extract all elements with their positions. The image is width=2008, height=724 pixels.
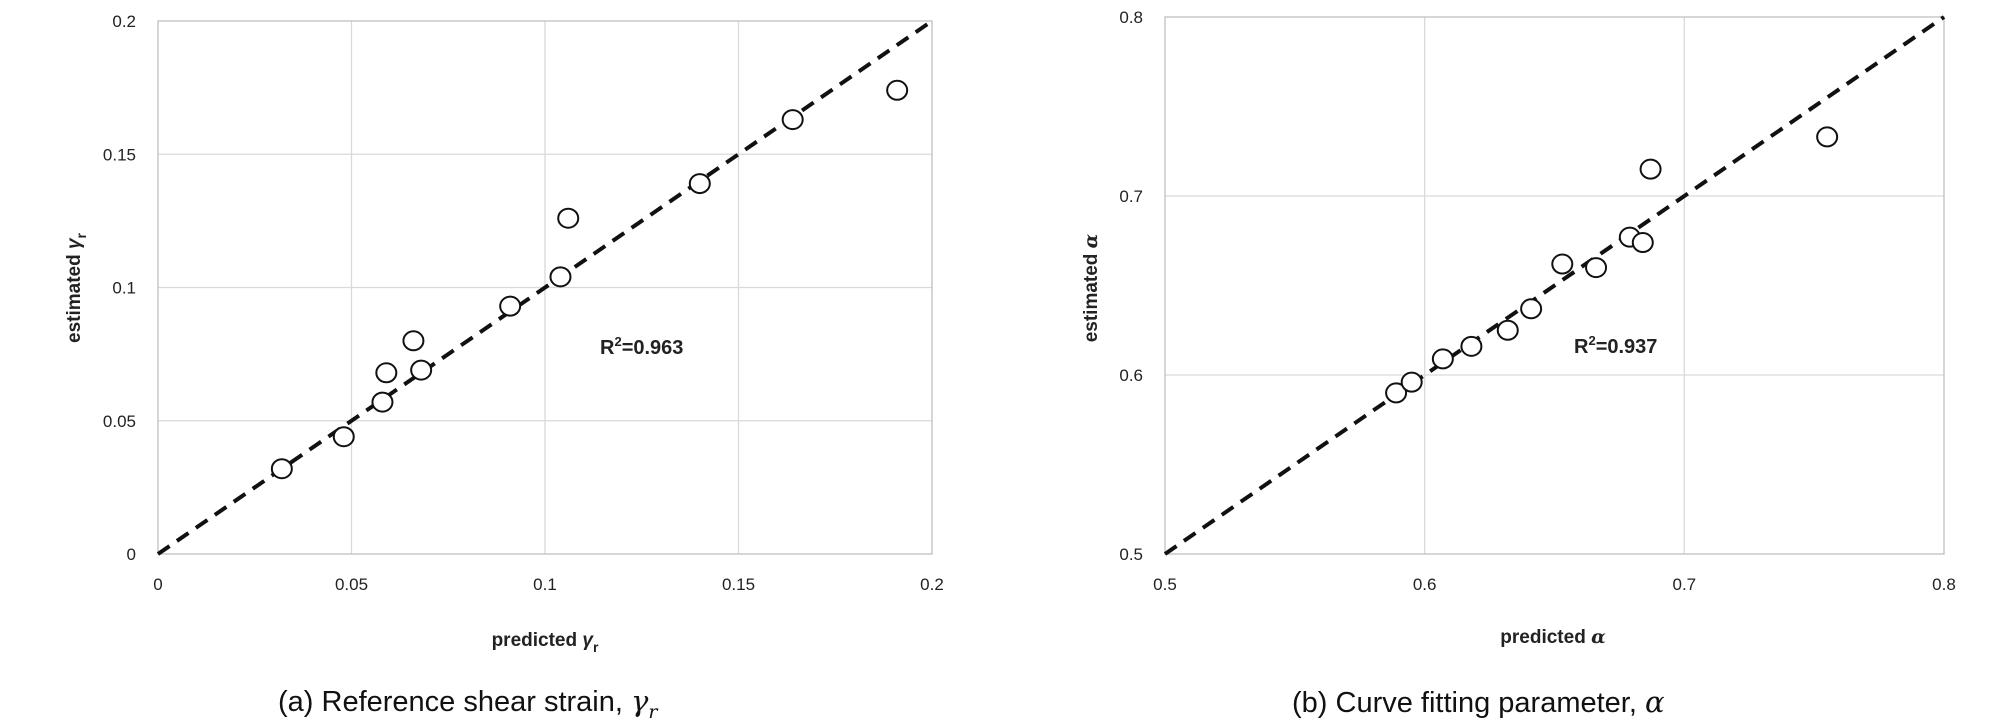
- chart-a-data-point: [332, 426, 355, 448]
- chart-a-data-point: [688, 173, 711, 195]
- chart-a-ticks: 0 0.05 0.1 0.15 0.2 0 0.05 0.1 0.15 0.2: [103, 12, 944, 594]
- chart-a-data-point: [270, 458, 293, 480]
- chart-a-plot-frame: [157, 20, 933, 555]
- chart-b-data-point: [1631, 232, 1654, 254]
- chart-b-y-tick-label: 0.7: [1119, 187, 1143, 206]
- chart-a-data-point: [375, 362, 398, 384]
- chart-b-y-tick-label: 0.5: [1119, 545, 1143, 564]
- chart-a-x-axis-label: predicted γr: [492, 630, 599, 655]
- chart-a-y-tick-label: 0: [127, 545, 136, 564]
- chart-a-data-point: [549, 266, 572, 288]
- chart-b-x-axis-label: predicted α: [1500, 626, 1606, 648]
- chart-b-fit-line: [1163, 15, 1946, 556]
- chart-b-data-point: [1639, 158, 1662, 180]
- chart-a-points: [270, 79, 909, 480]
- chart-b-x-tick-label: 0.5: [1153, 575, 1177, 594]
- chart-b-caption: (b) Curve fitting parameter, α: [1292, 685, 1665, 719]
- chart-a-x-tick-label: 0.15: [722, 575, 755, 594]
- chart-a-data-point: [499, 295, 522, 317]
- chart-a-y-tick-label: 0.15: [103, 145, 136, 164]
- chart-a-x-tick-label: 0.2: [920, 575, 944, 594]
- chart-b-grid: [1165, 17, 1944, 554]
- chart-b-points: [1385, 126, 1839, 404]
- chart-a-data-point: [781, 109, 804, 131]
- chart-b-data-point: [1551, 253, 1574, 275]
- chart-b-data-point: [1816, 126, 1839, 148]
- chart-a-data-point: [410, 359, 433, 381]
- chart-a: 0 0.05 0.1 0.15 0.200.050.10.150.2 R2=0.963 …: [64, 12, 944, 723]
- chart-a-caption: (a) Reference shear strain, γr: [278, 684, 659, 723]
- chart-b-plot-frame: [1164, 16, 1945, 555]
- chart-b-y-tick-label: 0.8: [1119, 8, 1143, 27]
- chart-b-data-point: [1520, 298, 1543, 320]
- chart-a-y-tick-label: 0.1: [112, 279, 136, 298]
- chart-a-y-tick-label: 0.2: [112, 12, 136, 31]
- chart-a-data-point: [886, 79, 909, 101]
- chart-a-data-point: [402, 330, 425, 352]
- chart-b: 0.5 0.6 0.7 0.8 0.5 0.6 0.7 0.8 R2=0.937 predic…: [1080, 8, 1956, 719]
- chart-a-x-tick-label: 0.1: [533, 575, 557, 594]
- chart-b-ticks: 0.5 0.6 0.7 0.8 0.5 0.6 0.7 0.8: [1119, 8, 1955, 594]
- chart-a-r2-annotation: R2=0.963: [600, 334, 683, 359]
- chart-a-fit: [156, 19, 934, 556]
- chart-b-data-point: [1385, 382, 1408, 404]
- chart-b-r2-annotation: R2=0.937: [1574, 333, 1657, 358]
- chart-b-data-point: [1460, 335, 1483, 357]
- chart-b-fit: [1163, 15, 1946, 556]
- chart-a-data-point: [371, 391, 394, 413]
- chart-b-x-tick-label: 0.7: [1673, 575, 1697, 594]
- chart-b-x-tick-label: 0.8: [1932, 575, 1956, 594]
- chart-b-y-axis-label: estimated α: [1080, 233, 1102, 342]
- chart-a-data-point: [557, 207, 580, 229]
- chart-b-data-point: [1400, 371, 1423, 393]
- chart-b-y-tick-label: 0.6: [1119, 366, 1143, 385]
- chart-a-fit-line: [156, 19, 934, 556]
- chart-a-y-tick-label: 0.05: [103, 412, 136, 431]
- chart-a-y-axis-label: estimated γr: [64, 232, 89, 343]
- chart-b-data-point: [1496, 319, 1519, 341]
- chart-b-x-tick-label: 0.6: [1413, 575, 1437, 594]
- chart-b-data-point: [1585, 257, 1608, 279]
- chart-b-data-point: [1431, 348, 1454, 370]
- chart-a-x-tick-label: 0: [153, 575, 162, 594]
- chart-a-x-tick-label: 0.05: [335, 575, 368, 594]
